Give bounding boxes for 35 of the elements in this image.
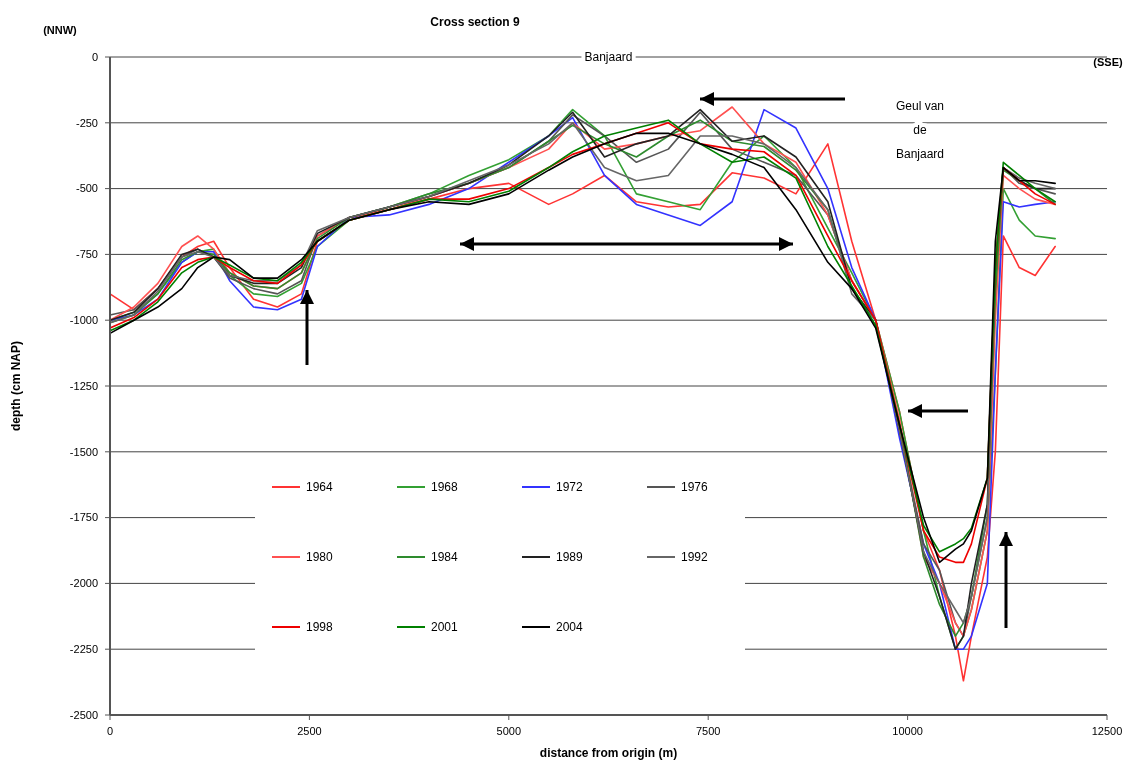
y-tick-label: -2250 (69, 643, 98, 656)
legend-label: 2004 (556, 620, 584, 635)
y-tick-label: -500 (75, 182, 98, 195)
x-tick-label: 10000 (892, 725, 923, 737)
x-axis-title: distance from origin (m) (539, 746, 678, 760)
annotation: Banjaard (584, 50, 633, 65)
x-tick-label: 12500 (1091, 725, 1123, 737)
y-tick-label: -2000 (69, 577, 98, 590)
x-tick-label: 2500 (297, 725, 322, 737)
y-tick-label: -1500 (69, 445, 98, 458)
chart-title: Cross section 9 (430, 15, 521, 29)
legend-label: 1964 (306, 480, 334, 495)
legend-label: 2001 (431, 620, 459, 635)
y-axis-title: depth (cm NAP) (9, 341, 23, 431)
x-tick-label: 5000 (496, 725, 522, 737)
legend-label: 1976 (681, 480, 709, 495)
y-tick-label: 0 (91, 50, 98, 63)
legend-label: 1992 (681, 550, 709, 565)
text: (NNW) (43, 24, 78, 36)
y-tick-label: -250 (75, 116, 98, 129)
y-tick-label: -1750 (69, 511, 98, 524)
legend-label: 1984 (431, 550, 459, 565)
y-tick-label: -1250 (69, 379, 98, 392)
legend-label: 1998 (306, 620, 334, 635)
y-tick-label: -2500 (69, 708, 98, 721)
legend-label: 1972 (556, 480, 584, 495)
legend-label: 1968 (431, 480, 459, 495)
annotation: Geul van de Banjaard (895, 99, 945, 161)
legend-label: 1980 (306, 550, 334, 565)
x-tick-label: 0 (106, 725, 114, 737)
legend-label: 1989 (556, 550, 584, 565)
annotation: (SSE) (1093, 56, 1123, 68)
x-tick-label: 7500 (695, 725, 721, 737)
y-tick-label: -1000 (69, 314, 98, 327)
y-tick-label: -750 (75, 248, 98, 261)
